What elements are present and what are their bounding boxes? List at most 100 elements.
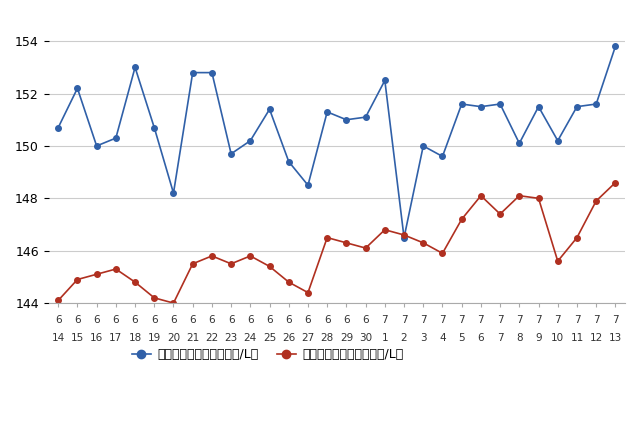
レギュラー実売価格（円/L） — [112, 266, 120, 272]
レギュラー看板価格（円/L） — [54, 125, 62, 130]
Line: レギュラー看板価格（円/L）: レギュラー看板価格（円/L） — [56, 44, 618, 240]
Legend: レギュラー看板価格（円/L）, レギュラー実売価格（円/L）: レギュラー看板価格（円/L）, レギュラー実売価格（円/L） — [127, 343, 408, 366]
レギュラー看板価格（円/L） — [381, 78, 388, 83]
Text: 15: 15 — [71, 334, 84, 343]
レギュラー実売価格（円/L） — [131, 279, 139, 285]
レギュラー実売価格（円/L） — [362, 245, 369, 251]
レギュラー看板価格（円/L） — [593, 102, 600, 107]
レギュラー看板価格（円/L） — [266, 107, 273, 112]
Text: 7: 7 — [497, 315, 504, 325]
レギュラー実売価格（円/L） — [208, 253, 216, 259]
Text: 6: 6 — [74, 315, 81, 325]
Text: 19: 19 — [148, 334, 161, 343]
Text: 21: 21 — [186, 334, 199, 343]
Text: 7: 7 — [497, 334, 504, 343]
レギュラー看板価格（円/L） — [515, 141, 523, 146]
Text: 6: 6 — [285, 315, 292, 325]
Text: 29: 29 — [340, 334, 353, 343]
Text: 13: 13 — [609, 334, 622, 343]
Text: 26: 26 — [282, 334, 296, 343]
レギュラー看板価格（円/L） — [131, 65, 139, 70]
Text: 6: 6 — [113, 315, 119, 325]
レギュラー看板価格（円/L） — [208, 70, 216, 75]
レギュラー実売価格（円/L） — [496, 211, 504, 217]
Text: 6: 6 — [362, 315, 369, 325]
Text: 7: 7 — [477, 315, 484, 325]
レギュラー実売価格（円/L） — [227, 261, 235, 266]
レギュラー実売価格（円/L） — [54, 298, 62, 303]
Text: 14: 14 — [52, 334, 65, 343]
レギュラー看板価格（円/L） — [246, 138, 254, 143]
Text: 7: 7 — [612, 315, 619, 325]
レギュラー看板価格（円/L） — [93, 143, 100, 149]
レギュラー実売価格（円/L） — [266, 264, 273, 269]
Text: 6: 6 — [132, 315, 138, 325]
レギュラー看板価格（円/L） — [362, 115, 369, 120]
Text: 7: 7 — [381, 315, 388, 325]
Text: 5: 5 — [458, 334, 465, 343]
Text: 12: 12 — [589, 334, 603, 343]
Text: 7: 7 — [573, 315, 580, 325]
レギュラー実売価格（円/L） — [534, 196, 542, 201]
レギュラー看板価格（円/L） — [189, 70, 196, 75]
レギュラー実売価格（円/L） — [381, 227, 388, 232]
レギュラー看板価格（円/L） — [554, 138, 561, 143]
レギュラー実売価格（円/L） — [438, 251, 446, 256]
レギュラー看板価格（円/L） — [612, 44, 620, 49]
Text: 7: 7 — [554, 315, 561, 325]
レギュラー看板価格（円/L） — [438, 154, 446, 159]
Text: 7: 7 — [593, 315, 600, 325]
Text: 16: 16 — [90, 334, 103, 343]
Text: 17: 17 — [109, 334, 122, 343]
Text: 20: 20 — [167, 334, 180, 343]
レギュラー看板価格（円/L） — [400, 235, 408, 240]
Text: 10: 10 — [551, 334, 564, 343]
Text: 7: 7 — [516, 315, 523, 325]
レギュラー看板価格（円/L） — [170, 191, 177, 196]
Text: 4: 4 — [439, 334, 446, 343]
レギュラー実売価格（円/L） — [189, 261, 196, 266]
Text: 6: 6 — [151, 315, 157, 325]
レギュラー実売価格（円/L） — [477, 193, 484, 198]
Text: 11: 11 — [570, 334, 584, 343]
レギュラー看板価格（円/L） — [496, 102, 504, 107]
Text: 6: 6 — [170, 315, 177, 325]
レギュラー実売価格（円/L） — [554, 259, 561, 264]
Text: 1: 1 — [381, 334, 388, 343]
Text: 28: 28 — [321, 334, 334, 343]
Text: 7: 7 — [439, 315, 446, 325]
レギュラー看板価格（円/L） — [458, 102, 465, 107]
レギュラー看板価格（円/L） — [534, 104, 542, 109]
Text: 6: 6 — [247, 315, 253, 325]
レギュラー実売価格（円/L） — [150, 295, 158, 300]
レギュラー実売価格（円/L） — [304, 290, 312, 295]
Text: 22: 22 — [205, 334, 218, 343]
レギュラー実売価格（円/L） — [515, 193, 523, 198]
Text: 18: 18 — [129, 334, 141, 343]
Text: 30: 30 — [359, 334, 372, 343]
レギュラー看板価格（円/L） — [573, 104, 581, 109]
レギュラー実売価格（円/L） — [458, 217, 465, 222]
Text: 6: 6 — [266, 315, 273, 325]
Text: 6: 6 — [93, 315, 100, 325]
レギュラー看板価格（円/L） — [112, 136, 120, 141]
レギュラー看板価格（円/L） — [477, 104, 484, 109]
Text: 7: 7 — [420, 315, 427, 325]
レギュラー実売価格（円/L） — [285, 279, 292, 285]
レギュラー看板価格（円/L） — [285, 159, 292, 164]
Text: 6: 6 — [209, 315, 215, 325]
レギュラー看板価格（円/L） — [74, 86, 81, 91]
Text: 2: 2 — [401, 334, 407, 343]
Text: 7: 7 — [535, 315, 542, 325]
Text: 27: 27 — [301, 334, 315, 343]
レギュラー看板価格（円/L） — [227, 151, 235, 157]
レギュラー実売価格（円/L） — [170, 300, 177, 306]
Text: 6: 6 — [228, 315, 234, 325]
レギュラー実売価格（円/L） — [612, 180, 620, 185]
レギュラー実売価格（円/L） — [400, 232, 408, 238]
レギュラー看板価格（円/L） — [323, 109, 331, 115]
Line: レギュラー実売価格（円/L）: レギュラー実売価格（円/L） — [56, 180, 618, 306]
Text: 6: 6 — [343, 315, 349, 325]
Text: 6: 6 — [324, 315, 330, 325]
レギュラー実売価格（円/L） — [419, 240, 427, 245]
